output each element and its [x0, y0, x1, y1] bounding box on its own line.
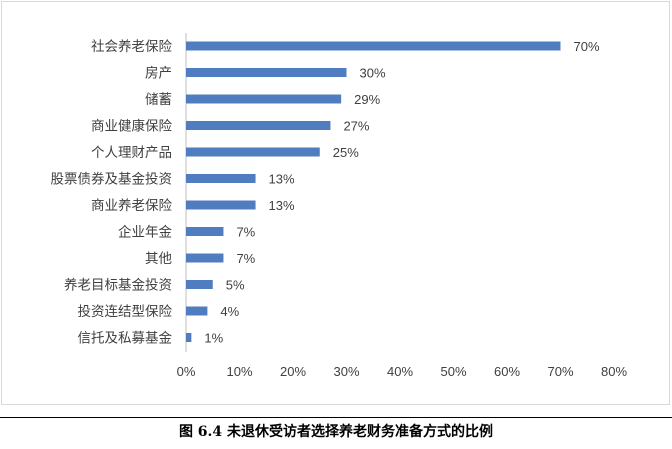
x-tick-label: 50%: [440, 364, 466, 379]
x-tick-label: 20%: [280, 364, 306, 379]
bar: [186, 174, 256, 183]
category-label: 房产: [145, 66, 172, 82]
bar: [186, 41, 561, 51]
x-tick-label: 70%: [547, 364, 573, 379]
data-label: 13%: [269, 198, 295, 213]
bar: [186, 253, 224, 263]
bar: [186, 280, 213, 289]
category-label: 社会养老保险: [91, 39, 172, 55]
category-label: 投资连结型保险: [78, 304, 173, 320]
bar: [186, 333, 192, 342]
bar: [186, 200, 256, 210]
bar: [186, 68, 347, 77]
data-label: 7%: [236, 225, 255, 240]
figure-caption: 图 6.4 未退休受访者选择养老财务准备方式的比例: [178, 424, 494, 440]
x-tick-label: 40%: [387, 364, 413, 379]
data-label: 30%: [360, 66, 386, 81]
category-label: 个人理财产品: [91, 145, 172, 161]
data-label: 29%: [354, 92, 380, 107]
x-tick-label: 0%: [177, 364, 196, 379]
data-label: 1%: [204, 331, 223, 346]
data-label: 4%: [220, 304, 239, 319]
category-label: 其他: [145, 251, 172, 267]
bar: [186, 94, 342, 104]
data-label: 25%: [333, 145, 359, 160]
category-label: 储蓄: [145, 92, 172, 108]
bar: [186, 306, 208, 316]
bar: [186, 147, 320, 157]
data-label: 27%: [343, 119, 369, 134]
data-label: 13%: [269, 172, 295, 187]
x-tick-label: 10%: [226, 364, 252, 379]
x-tick-label: 80%: [601, 364, 627, 379]
bar: [186, 227, 224, 236]
category-label: 商业养老保险: [91, 198, 172, 214]
data-label: 5%: [226, 278, 245, 293]
x-tick-label: 30%: [333, 364, 359, 379]
category-label: 信托及私募基金: [78, 330, 173, 347]
data-label: 70%: [574, 39, 600, 54]
category-label: 企业年金: [118, 224, 172, 241]
category-label: 养老目标基金投资: [64, 277, 172, 294]
category-label: 商业健康保险: [91, 118, 172, 135]
bar-chart: 社会养老保险 70% 房产 30% 储蓄 29% 商业健康保险 27% 个人理财产品 25% 股票债…: [51, 33, 627, 379]
x-tick-label: 60%: [494, 364, 520, 379]
bar: [186, 121, 331, 130]
caption-rule: [0, 417, 672, 418]
data-label: 7%: [236, 251, 255, 266]
category-label: 股票债券及基金投资: [51, 171, 173, 188]
